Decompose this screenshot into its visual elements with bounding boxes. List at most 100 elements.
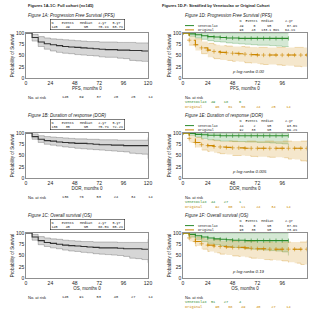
svg-text:24: 24 [205, 280, 211, 286]
svg-text:Figure 1D: Progression Free Su: Figure 1D: Progression Free Survival (PF… [185, 13, 273, 18]
svg-text:DOR, months 0: DOR, months 0 [71, 186, 103, 191]
svg-text:No. at risk: No. at risk [185, 95, 203, 100]
svg-text:Probability of Survival: Probability of Survival [10, 134, 15, 177]
svg-text:50: 50 [19, 152, 25, 158]
svg-text:0: 0 [25, 280, 28, 286]
svg-text:48: 48 [230, 180, 236, 186]
svg-text:Figure 1F: Overall survival (O: Figure 1F: Overall survival (OS) [185, 213, 249, 218]
svg-text:100: 100 [16, 30, 25, 36]
svg-text:Venetoclax 49 0: Venetoclax 49 0 NR 87.9% [198, 24, 297, 28]
svg-text:Original 92 33: Original 92 33 NR 69.2% [198, 128, 297, 132]
svg-text:0: 0 [179, 75, 182, 81]
svg-text:N Events Median 2-yr: N Events Median 2-yr 5-yr145 49 NR 70.1%… [52, 21, 124, 29]
svg-text:0: 0 [179, 175, 182, 181]
svg-text:25: 25 [176, 64, 182, 70]
svg-text:75: 75 [19, 41, 25, 47]
svg-text:75: 75 [176, 141, 182, 147]
svg-text:Figure 1E: Duration of respons: Figure 1E: Duration of response (DOR) [185, 113, 264, 118]
svg-text:Venetoclax 51 27 4: Venetoclax 51 27 4 [185, 300, 241, 304]
svg-text:0: 0 [179, 275, 182, 281]
svg-text:N Events Median 2-yr: N Events Median 2-yr [198, 219, 293, 223]
svg-text:0: 0 [25, 80, 28, 86]
svg-text:Original 96 61 36: Original 96 61 36 24 25 14 [185, 105, 291, 109]
svg-text:96: 96 [121, 280, 127, 286]
svg-text:Venetoclax 44 27 1: Venetoclax 44 27 1 [185, 200, 241, 204]
svg-text:PFS, months 0: PFS, months 0 [72, 86, 102, 91]
svg-text:145 91 53 40: 145 91 53 40 27 14 [62, 295, 153, 299]
svg-text:Figures 1A-1C: Full cohort (n=: Figures 1A-1C: Full cohort (n=145) [28, 3, 94, 8]
svg-text:OS, months 0: OS, months 0 [231, 286, 259, 291]
svg-text:96: 96 [279, 80, 285, 86]
svg-text:PFS, months 0: PFS, months 0 [230, 86, 260, 91]
svg-text:No. at risk: No. at risk [28, 195, 46, 200]
svg-text:100: 100 [173, 230, 182, 236]
svg-text:p log rank= 0.19: p log rank= 0.19 [232, 269, 265, 274]
svg-text:Probability of Survival: Probability of Survival [167, 134, 172, 177]
svg-text:Probability of Survival: Probability of Survival [10, 34, 15, 77]
svg-text:25: 25 [176, 164, 182, 170]
svg-text:24: 24 [48, 180, 54, 186]
svg-text:p log rank= 0.00: p log rank= 0.00 [232, 69, 265, 74]
svg-text:Probability of Survival: Probability of Survival [10, 234, 15, 277]
svg-text:72: 72 [96, 280, 102, 286]
svg-text:N Events Median 2-yr: N Events Median 2-yr 5-yr136 35 NR 75.7%… [52, 121, 124, 129]
svg-text:No. at risk: No. at risk [185, 295, 203, 300]
svg-text:Original 92 60 11: Original 92 60 11 24 34 14 [185, 205, 291, 209]
svg-text:N Events Median 2-yr: N Events Median 2-yr [198, 119, 293, 123]
svg-text:p log rank= 0.005: p log rank= 0.005 [232, 169, 267, 174]
svg-text:25: 25 [19, 64, 25, 70]
svg-text:50: 50 [176, 152, 182, 158]
svg-text:48: 48 [72, 180, 78, 186]
svg-text:72: 72 [255, 280, 261, 286]
svg-text:96: 96 [121, 80, 127, 86]
svg-text:Original 96 43: Original 96 43 133.1 mos 64.1% [198, 28, 295, 32]
svg-text:48: 48 [72, 80, 78, 86]
svg-text:Figures 1D-F: Stratified by Ve: Figures 1D-F: Stratified by Venetoclax o… [162, 3, 270, 8]
svg-text:0: 0 [182, 280, 185, 286]
svg-text:Venetoclax 44 2: Venetoclax 44 2 NR 93.5% [198, 124, 297, 128]
svg-text:OS, months 0: OS, months 0 [73, 286, 101, 291]
svg-text:No. at risk: No. at risk [185, 195, 203, 200]
svg-text:100: 100 [173, 130, 182, 136]
svg-text:100: 100 [16, 230, 25, 236]
svg-text:96: 96 [279, 180, 285, 186]
svg-text:100: 100 [16, 130, 25, 136]
svg-text:Figure 1B: Duration of respons: Figure 1B: Duration of response (DOR) [28, 113, 107, 118]
svg-text:96: 96 [121, 180, 127, 186]
svg-text:0: 0 [22, 275, 25, 281]
svg-text:72: 72 [255, 180, 261, 186]
svg-text:0: 0 [25, 180, 28, 186]
svg-text:48: 48 [230, 280, 236, 286]
svg-text:25: 25 [19, 264, 25, 270]
svg-text:96: 96 [279, 280, 285, 286]
svg-text:120: 120 [144, 180, 153, 186]
svg-text:24: 24 [48, 280, 54, 286]
svg-text:72: 72 [96, 80, 102, 86]
svg-text:25: 25 [19, 164, 25, 170]
svg-text:No. at risk: No. at risk [28, 95, 46, 100]
svg-text:75: 75 [19, 141, 25, 147]
svg-text:120: 120 [144, 280, 153, 286]
svg-text:48: 48 [230, 80, 236, 86]
svg-text:Venetoclax 49 18 6: Venetoclax 49 18 6 [185, 100, 241, 104]
svg-text:48: 48 [72, 280, 78, 286]
svg-text:0: 0 [182, 80, 185, 86]
svg-text:0: 0 [22, 175, 25, 181]
svg-text:Original 90 68 49: Original 90 68 49 40 27 14 [185, 305, 291, 309]
svg-text:100: 100 [173, 30, 182, 36]
svg-text:0: 0 [22, 75, 25, 81]
svg-text:72: 72 [255, 80, 261, 86]
svg-text:120: 120 [144, 80, 153, 86]
svg-text:N Events Median 2-yr: N Events Median 2-yr [198, 19, 293, 23]
svg-text:25: 25 [176, 264, 182, 270]
svg-text:Probability of Survival: Probability of Survival [167, 234, 172, 277]
svg-text:0: 0 [182, 180, 185, 186]
svg-text:75: 75 [19, 241, 25, 247]
svg-text:50: 50 [176, 252, 182, 258]
svg-text:50: 50 [19, 52, 25, 58]
svg-text:N Events Median 2-yr: N Events Median 2-yr 5-yr145 45 NR 68.5%… [52, 221, 124, 229]
svg-text:Venetoclax 51 0: Venetoclax 51 0 NR 87.6% [198, 224, 297, 228]
svg-text:72: 72 [96, 180, 102, 186]
svg-text:24: 24 [205, 180, 211, 186]
svg-text:Probability of Survival: Probability of Survival [167, 34, 172, 77]
